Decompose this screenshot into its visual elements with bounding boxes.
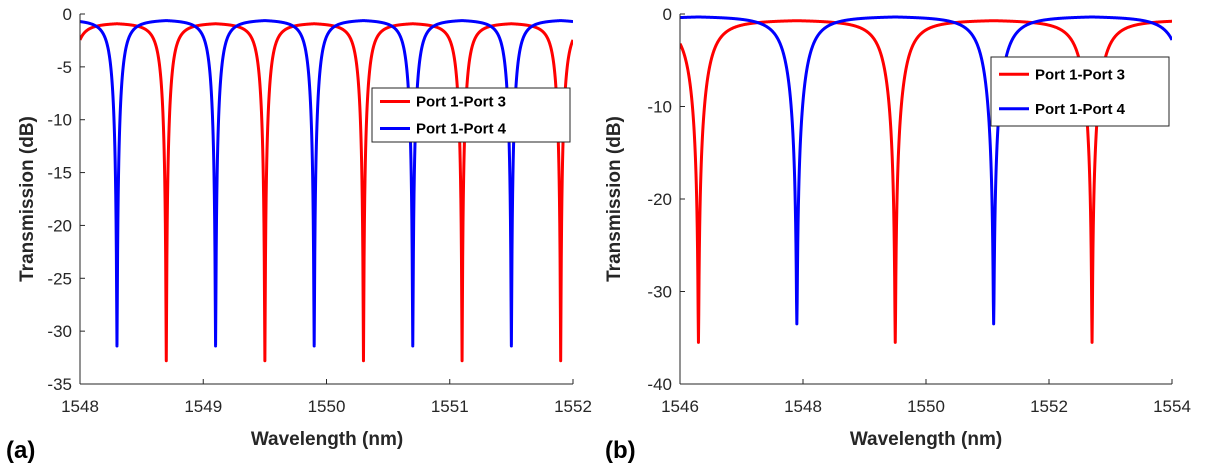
- x-tick-label: 1550: [308, 397, 346, 416]
- y-tick-label: -40: [647, 375, 672, 394]
- legend-box: [990, 56, 1170, 127]
- x-tick-label: 1552: [1030, 397, 1068, 416]
- x-tick-label: 1548: [784, 397, 822, 416]
- series-line-port1-port4: [80, 19, 573, 348]
- legend: Port 1-Port 3 Port 1-Port 4: [990, 56, 1170, 127]
- x-tick-label: 1551: [431, 397, 469, 416]
- x-tick-label: 1546: [661, 397, 699, 416]
- y-axis-label: Transmission (dB): [604, 116, 625, 282]
- x-axis-label: Wavelength (nm): [251, 429, 403, 450]
- series-line-port1-port3: [680, 19, 1172, 344]
- y-tick-label: -15: [47, 164, 72, 183]
- y-tick-label: 0: [663, 5, 672, 24]
- legend-label-port1-port4: Port 1-Port 4: [1035, 101, 1126, 118]
- legend-label-port1-port4: Port 1-Port 4: [416, 121, 507, 138]
- y-tick-label: 0: [63, 5, 72, 24]
- panel-label: (a): [6, 437, 35, 464]
- y-tick-label: -30: [647, 283, 672, 302]
- panel-label: (b): [605, 437, 636, 464]
- y-tick-label: -10: [647, 98, 672, 117]
- chart-panel-b: 1546 1548 1550 1552 1554 0 -10 -20 -30 -40 Wavelen…: [604, 5, 1191, 464]
- x-tick-label: 1554: [1153, 397, 1191, 416]
- x-axis-label: Wavelength (nm): [850, 429, 1002, 450]
- legend: Port 1-Port 3 Port 1-Port 4: [371, 87, 571, 143]
- x-tick-label: 1550: [907, 397, 945, 416]
- series-line-port1-port4: [680, 15, 1172, 326]
- x-tick-label: 1548: [61, 397, 99, 416]
- x-tick-label: 1552: [554, 397, 592, 416]
- legend-label-port1-port3: Port 1-Port 3: [416, 94, 506, 111]
- y-tick-label: -35: [47, 375, 72, 394]
- y-tick-label: -20: [47, 216, 72, 235]
- y-tick-label: -5: [57, 58, 72, 77]
- plot-area: [80, 19, 573, 363]
- y-tick-label: -20: [647, 190, 672, 209]
- chart-panel-a: 1548 1549 1550 1551 1552 0 -5 -10 -15 -20 -25 -30 -3…: [6, 5, 592, 464]
- series-line-port1-port3: [80, 22, 573, 363]
- y-tick-label: -10: [47, 111, 72, 130]
- y-tick-label: -30: [47, 322, 72, 341]
- y-tick-label: -25: [47, 269, 72, 288]
- y-axis-label: Transmission (dB): [17, 116, 38, 282]
- legend-box: [371, 87, 571, 143]
- plot-area: [680, 15, 1172, 344]
- x-tick-label: 1549: [184, 397, 222, 416]
- legend-label-port1-port3: Port 1-Port 3: [1035, 66, 1125, 83]
